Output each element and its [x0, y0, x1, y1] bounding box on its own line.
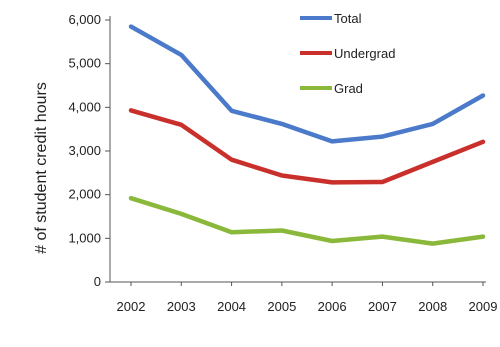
- y-tick-label: 6,000: [68, 12, 101, 27]
- x-tick-label: 2004: [217, 299, 246, 314]
- x-tick-label: 2009: [469, 299, 498, 314]
- x-tick-label: 2002: [117, 299, 146, 314]
- x-tick-label: 2007: [368, 299, 397, 314]
- x-tick-label: 2003: [167, 299, 196, 314]
- y-tick-label: 2,000: [68, 187, 101, 202]
- series-line-undergrad: [128, 108, 486, 185]
- y-tick-label: 1,000: [68, 230, 101, 245]
- axes: 0 1,000 2,000 3,000 4,000 5,000 6,000 2002 2003 2…: [68, 12, 497, 314]
- x-tick-label: 2006: [318, 299, 347, 314]
- y-tick-label: 0: [94, 274, 101, 289]
- y-axis-title: # of student credit hours: [33, 82, 50, 254]
- y-tick-label: 4,000: [68, 99, 101, 114]
- y-tick-label: 5,000: [68, 56, 101, 71]
- legend-label-undergrad: Undergrad: [334, 46, 395, 61]
- y-tick-label: 3,000: [68, 143, 101, 158]
- series-line-total: [128, 24, 486, 144]
- x-tick-label: 2008: [418, 299, 447, 314]
- series-lines: [128, 24, 486, 246]
- legend-label-grad: Grad: [334, 81, 363, 96]
- series-line-grad: [128, 195, 486, 246]
- legend: Total Undergrad Grad: [300, 11, 395, 96]
- x-tick-label: 2005: [267, 299, 296, 314]
- legend-label-total: Total: [334, 11, 362, 26]
